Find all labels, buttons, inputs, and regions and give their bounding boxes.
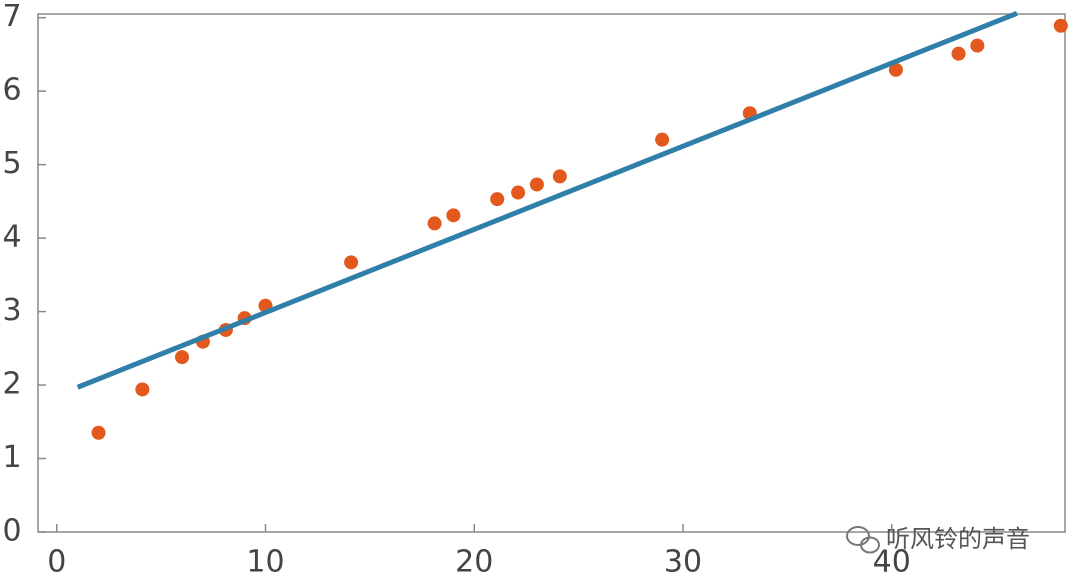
point <box>552 169 567 184</box>
point <box>1053 18 1068 33</box>
x-tick-label: 30 <box>664 545 702 580</box>
point <box>529 177 544 192</box>
point <box>970 38 985 53</box>
point <box>888 62 903 77</box>
point <box>344 255 359 270</box>
point <box>91 425 106 440</box>
point <box>446 208 461 223</box>
y-tick-label: 0 <box>2 514 21 549</box>
y-tick-label: 2 <box>2 367 21 402</box>
point <box>655 132 670 147</box>
point <box>427 216 442 231</box>
point <box>511 185 526 200</box>
y-tick-label: 7 <box>2 0 21 34</box>
x-tick-label: 20 <box>455 545 493 580</box>
point <box>490 192 505 207</box>
y-tick-label: 5 <box>2 146 21 181</box>
y-tick-label: 1 <box>2 440 21 475</box>
point <box>175 350 190 365</box>
x-tick-label: 0 <box>47 545 66 580</box>
plot-frame <box>37 13 1066 533</box>
y-tick-label: 3 <box>2 293 21 328</box>
x-tick-label: 40 <box>873 545 911 580</box>
y-tick-label: 4 <box>2 220 21 255</box>
point <box>951 46 966 61</box>
watermark: 听风铃的声音 <box>886 525 1030 553</box>
watermark-icon <box>846 526 880 554</box>
x-tick-label: 10 <box>246 545 284 580</box>
point <box>135 382 150 397</box>
fit-line <box>76 10 1018 390</box>
y-tick-label: 6 <box>2 73 21 108</box>
